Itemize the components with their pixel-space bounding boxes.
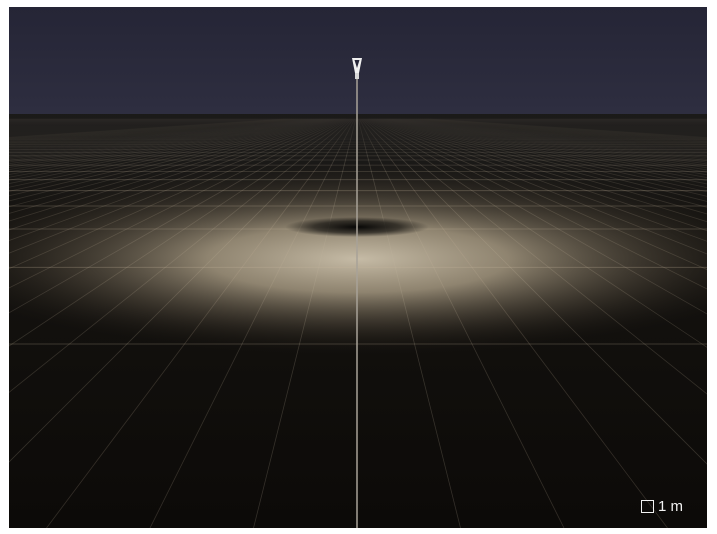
grid-line-vertical — [9, 118, 338, 202]
grid-line-vertical — [364, 118, 707, 348]
grid-line-vertical — [9, 118, 348, 289]
grid-line-vertical — [375, 118, 707, 208]
grid-line-vertical — [149, 118, 355, 528]
grid-line-vertical — [376, 118, 707, 202]
grid-line-vertical — [371, 118, 707, 232]
grid-line-vertical — [378, 118, 707, 193]
grid-line-vertical — [377, 118, 707, 197]
grid-line-vertical — [368, 118, 707, 255]
grid-square-icon — [640, 500, 654, 513]
3d-viewport[interactable]: 1 m — [9, 7, 707, 528]
grid-line-vertical — [9, 118, 336, 192]
grid-line-vertical — [365, 118, 707, 315]
horizon-haze — [9, 114, 707, 159]
grid-line-vertical — [9, 118, 346, 254]
grid-line-vertical — [372, 118, 707, 223]
grid-line-vertical — [9, 118, 339, 208]
grid-line-vertical — [9, 118, 353, 463]
grid-line-vertical — [362, 118, 707, 395]
grid-line-vertical — [253, 118, 357, 528]
grid-line-vertical — [366, 118, 707, 290]
grid-line-vertical — [361, 118, 707, 465]
viewport-canvas — [9, 7, 707, 528]
grid-line-vertical — [9, 118, 342, 222]
grid-line-vertical — [9, 118, 337, 197]
grid-line-vertical — [9, 118, 347, 270]
scale-indicator: 1 m — [640, 498, 683, 515]
grid-line-vertical — [9, 118, 349, 314]
grid-line-vertical — [9, 118, 343, 231]
light-pool — [9, 164, 707, 354]
grid-line-vertical — [370, 118, 707, 242]
grid-line-vertical — [357, 118, 461, 528]
grid-line-vertical — [379, 118, 707, 189]
grid-line-vertical — [373, 118, 707, 215]
grid-line-vertical — [9, 118, 350, 347]
grid-line-vertical — [360, 118, 668, 528]
grid-line-vertical — [9, 118, 335, 188]
luminaire-head-icon — [352, 58, 362, 79]
grid-line-vertical — [359, 118, 565, 528]
grid-line-vertical — [367, 118, 707, 270]
grid-line-vertical — [46, 118, 354, 528]
scale-label: 1 m — [657, 498, 683, 515]
grid-line-vertical — [9, 118, 352, 393]
grid-line-vertical — [9, 118, 341, 214]
grid-line-vertical — [9, 118, 344, 241]
